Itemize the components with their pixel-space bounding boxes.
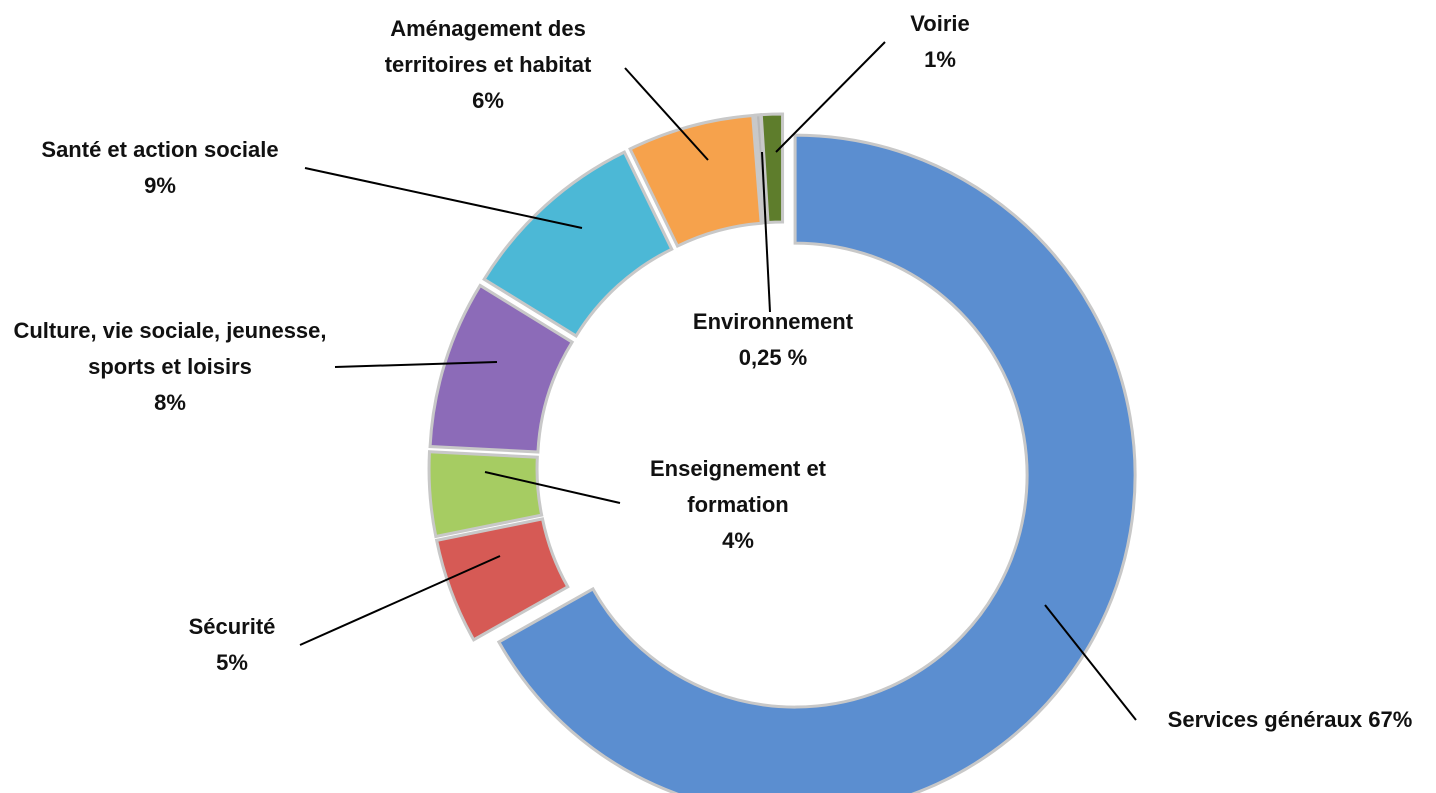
donut-slice xyxy=(482,150,674,338)
value-label: 8% xyxy=(154,390,186,415)
category-name: Aménagement des territoires et habitat xyxy=(384,16,592,77)
slice-label: Sécurité 5% xyxy=(152,609,312,681)
leader-line xyxy=(334,361,498,368)
category-name: Culture, vie sociale, jeunesse, sports e… xyxy=(13,318,327,379)
slice-label: Enseignement et formation 4% xyxy=(618,451,858,559)
slice-label: Services généraux 67% xyxy=(1130,702,1436,738)
donut-slice xyxy=(628,113,763,249)
value-label: 0,25 % xyxy=(738,345,808,370)
slice-label: Aménagement des territoires et habitat 6% xyxy=(358,11,618,119)
leader-line xyxy=(1044,604,1137,721)
category-name: Voirie xyxy=(910,11,970,36)
donut-slice xyxy=(427,450,544,539)
donut-slice xyxy=(759,112,785,225)
category-name: Services généraux xyxy=(1167,707,1363,732)
slice-label: Santé et action sociale 9% xyxy=(10,132,310,204)
value-label: 5% xyxy=(216,650,248,675)
value-label: 67% xyxy=(1368,707,1413,732)
category-name: Enseignement et formation xyxy=(649,456,827,517)
value-label: 1% xyxy=(924,47,956,72)
donut-slice xyxy=(496,133,1137,793)
donut-slice xyxy=(434,517,570,642)
category-name: Environnement xyxy=(692,309,854,334)
donut-slice xyxy=(428,283,575,454)
value-label: 9% xyxy=(144,173,176,198)
value-label: 6% xyxy=(472,88,504,113)
slice-label: Voirie 1% xyxy=(880,6,1000,78)
slice-label: Culture, vie sociale, jeunesse, sports e… xyxy=(5,313,335,421)
value-label: 4% xyxy=(722,528,754,553)
category-name: Santé et action sociale xyxy=(41,137,279,162)
category-name: Sécurité xyxy=(188,614,276,639)
leader-line xyxy=(299,555,501,646)
leader-line xyxy=(775,41,886,153)
slice-label: Environnement 0,25 % xyxy=(663,304,883,376)
leader-line xyxy=(304,167,583,229)
leader-line xyxy=(624,67,709,161)
leader-line xyxy=(761,151,771,313)
leader-line xyxy=(484,471,621,504)
